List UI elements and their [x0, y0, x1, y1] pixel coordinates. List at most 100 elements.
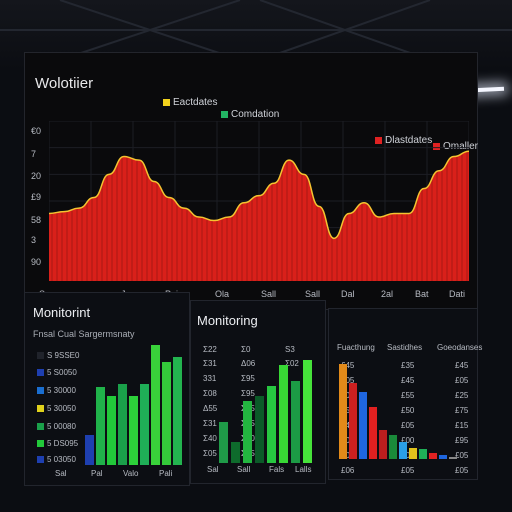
- bar: [359, 392, 367, 459]
- legend-item: Omaller: [433, 141, 478, 152]
- top-chart-title: Wolotiier: [35, 75, 94, 92]
- row-text: 5 00080: [47, 422, 76, 431]
- value-cell: £95: [455, 436, 469, 445]
- column-head: Σ0: [241, 345, 251, 354]
- value-cell: £05: [401, 451, 415, 460]
- bar: [118, 383, 127, 465]
- middle-monitor-panel: Monitoring Σ22 Σ0 S3 Σ31 Δ06 Σ02 331 Σ95 Σ08 Σ…: [190, 300, 326, 484]
- y-tick: 90: [31, 257, 42, 267]
- value-cell: £40: [341, 421, 355, 430]
- value-cell: £05: [401, 421, 415, 430]
- bar: [379, 430, 387, 459]
- row-label: 5 S0050: [37, 368, 77, 377]
- value-cell: £75: [455, 406, 469, 415]
- x-tick: Sal: [207, 465, 219, 474]
- value-cell: £55: [401, 391, 415, 400]
- row-swatch: [37, 440, 44, 447]
- value-cell: Σ95: [241, 374, 255, 383]
- column-head: S3: [285, 345, 295, 354]
- value-cell: Δ06: [241, 359, 256, 368]
- value-cell: £06: [341, 466, 355, 475]
- bar: [349, 382, 357, 459]
- bar: [303, 360, 312, 463]
- bar: [419, 449, 427, 459]
- x-tick: Lalls: [295, 465, 312, 474]
- y-tick: €0: [31, 126, 42, 136]
- panel-title: Monitoring: [197, 313, 258, 328]
- row-swatch: [37, 369, 44, 376]
- right-bar-chart: [339, 359, 459, 459]
- left-bar-chart: [85, 343, 185, 465]
- y-tick: 3: [31, 235, 37, 245]
- value-cell: £05: [341, 451, 355, 460]
- value-cell: £45: [455, 361, 469, 370]
- legend-label: Omaller: [443, 141, 479, 152]
- legend-item: Comdation: [221, 109, 279, 120]
- row-label: 5 00080: [37, 422, 76, 431]
- x-tick: 2al: [381, 289, 394, 299]
- row-label: S 9SSE0: [37, 351, 79, 360]
- bar: [389, 435, 397, 459]
- column-head: Goeodanses: [437, 343, 483, 352]
- bar: [429, 453, 437, 459]
- right-monitor-panel: Fuacthung Sastidhes Goeodanses £45 £35 £45…: [328, 308, 482, 480]
- value-cell: Σ31: [203, 359, 217, 368]
- legend-swatch-red: [375, 137, 382, 144]
- value-cell: £50: [401, 406, 415, 415]
- area-series-fill: [49, 151, 469, 281]
- bar: [409, 447, 417, 459]
- value-cell: £05: [341, 376, 355, 385]
- row-swatch: [37, 423, 44, 430]
- value-cell: £05: [455, 466, 469, 475]
- bar: [151, 345, 160, 465]
- value-cell: £35: [401, 361, 415, 370]
- bar: [339, 363, 347, 459]
- x-tick: Dal: [341, 289, 355, 299]
- bar: [255, 396, 264, 463]
- row-text: S 9SSE0: [47, 351, 80, 360]
- value-cell: £00: [401, 436, 415, 445]
- x-tick: Bat: [415, 289, 429, 299]
- y-tick: £9: [31, 192, 42, 202]
- legend-swatch-red: [433, 143, 440, 150]
- y-tick: 20: [31, 171, 42, 181]
- x-tick: Dati: [449, 289, 466, 299]
- legend-swatch-green: [221, 111, 228, 118]
- bar: [291, 380, 300, 463]
- bar: [85, 434, 94, 465]
- column-head: Sastidhes: [387, 343, 423, 352]
- value-cell: £25: [455, 391, 469, 400]
- area-series-line: [49, 150, 469, 240]
- left-monitor-panel: Monitorint Fnsal Cual Sargermsnaty S 9SS…: [24, 292, 190, 486]
- panel-title: Monitorint: [33, 305, 91, 320]
- bar: [267, 385, 276, 463]
- panel-subtitle: Fnsal Cual Sargermsnaty: [33, 329, 135, 339]
- value-cell: £05: [401, 466, 415, 475]
- row-swatch: [37, 405, 44, 412]
- x-tick: Ola: [215, 289, 230, 299]
- x-tick: Pali: [159, 469, 173, 478]
- legend-item: Dlastdates: [375, 135, 432, 146]
- legend-label: Eactdates: [173, 97, 218, 108]
- bar: [243, 401, 252, 463]
- value-cell: £15: [455, 421, 469, 430]
- bar: [96, 386, 105, 465]
- value-cell: 331: [203, 374, 217, 383]
- row-text: 5 S0050: [47, 368, 77, 377]
- x-tick: Sal: [55, 469, 67, 478]
- bar: [369, 406, 377, 459]
- bar: [279, 365, 288, 463]
- row-swatch: [37, 352, 44, 359]
- value-cell: £50: [341, 406, 355, 415]
- legend-swatch-yellow: [163, 99, 170, 106]
- bar: [399, 441, 407, 459]
- bar: [219, 421, 228, 463]
- x-tick: Pal: [91, 469, 103, 478]
- row-text: 5 30050: [47, 404, 76, 413]
- row-label: 5 30050: [37, 404, 76, 413]
- column-head: Σ22: [203, 345, 217, 354]
- column-head: Fuacthung: [337, 343, 375, 352]
- bar: [439, 455, 447, 459]
- top-chart-panel: Wolotiier Eactdates Comdation Dlastdates…: [24, 52, 478, 310]
- x-tick: Sall: [237, 465, 251, 474]
